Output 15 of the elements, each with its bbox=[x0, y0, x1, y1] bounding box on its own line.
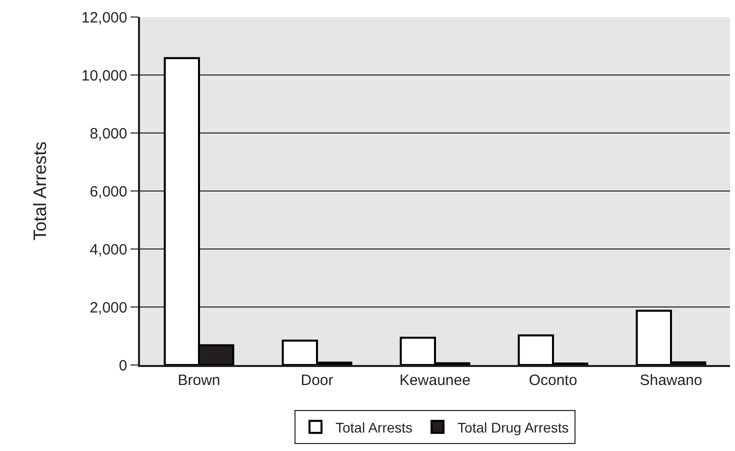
y-tick-label: 12,000 bbox=[81, 9, 128, 26]
y-tick-label: 8,000 bbox=[90, 125, 128, 142]
x-tick-label: Kewaunee bbox=[400, 372, 470, 389]
y-tick-label: 10,000 bbox=[81, 67, 128, 84]
x-tick-label: Oconto bbox=[528, 372, 578, 389]
y-tick-label: 0 bbox=[118, 357, 128, 374]
legend-label: Total Arrests bbox=[336, 419, 413, 436]
y-tick-label: 6,000 bbox=[90, 183, 128, 200]
x-tick-label: Door bbox=[300, 372, 334, 389]
y-tick-label: 4,000 bbox=[90, 241, 128, 258]
x-tick-label: Shawano bbox=[640, 372, 702, 389]
y-axis-title: Total Arrests bbox=[30, 141, 50, 241]
legend-label: Total Drug Arrests bbox=[458, 419, 569, 436]
y-tick-label: 2,000 bbox=[90, 299, 128, 316]
x-tick-label: Brown bbox=[178, 372, 220, 389]
